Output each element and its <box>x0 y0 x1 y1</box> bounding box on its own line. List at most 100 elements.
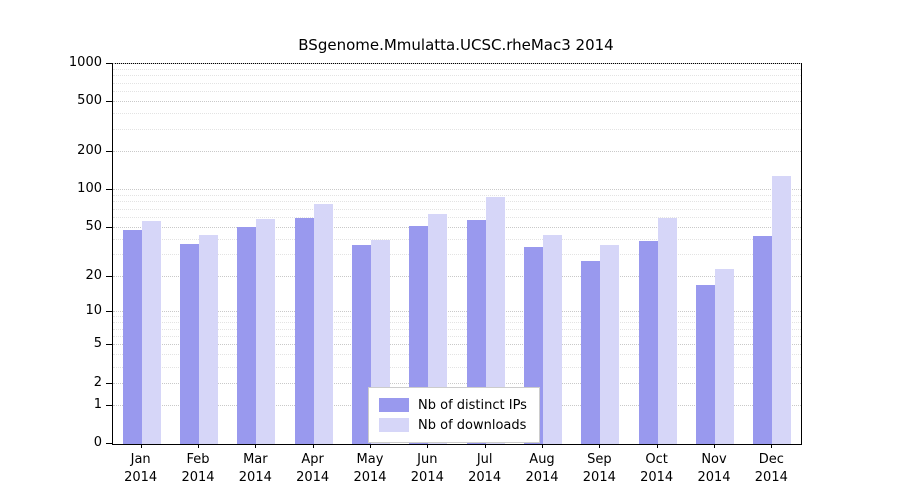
gridline <box>113 113 801 115</box>
gridline <box>113 82 801 84</box>
gridline <box>113 151 801 153</box>
bar-distinct-ips-oct <box>638 241 658 444</box>
bar-downloads-mar <box>256 218 276 444</box>
bar-downloads-dec <box>772 175 792 444</box>
x-tick-label-feb: Feb 2014 <box>181 452 215 485</box>
x-tick-label-oct: Oct 2014 <box>640 452 674 485</box>
y-tick-label: 0 <box>93 435 102 450</box>
gridline <box>113 238 801 240</box>
y-tick-mark <box>106 189 112 191</box>
gridline <box>113 316 801 318</box>
y-tick-label: 1 <box>93 396 102 412</box>
gridline <box>113 275 801 277</box>
x-tick-label-apr: Apr 2014 <box>296 452 330 485</box>
gridline <box>113 75 801 77</box>
gridline <box>113 68 801 70</box>
gridline <box>113 63 801 64</box>
x-tick-mark <box>484 444 486 448</box>
gridline <box>113 101 801 103</box>
legend: Nb of distinct IPs Nb of downloads <box>368 387 540 443</box>
bar-downloads-apr <box>313 203 333 444</box>
bar-distinct-ips-may <box>352 245 371 444</box>
x-tick-label-aug: Aug 2014 <box>525 452 559 485</box>
gridline <box>113 366 801 368</box>
x-tick-label-dec: Dec 2014 <box>754 452 788 485</box>
x-tick-mark <box>656 444 658 448</box>
bar-distinct-ips-jan <box>122 229 142 444</box>
x-tick-mark <box>427 444 429 448</box>
gridline <box>113 189 801 191</box>
x-tick-label-sep: Sep 2014 <box>582 452 616 485</box>
y-tick-label: 10 <box>85 303 102 319</box>
bar-downloads-jun <box>428 213 448 444</box>
gridline <box>113 382 801 384</box>
y-tick-mark <box>106 443 112 444</box>
bar-distinct-ips-feb <box>180 243 199 444</box>
gridline <box>113 194 801 196</box>
bar-downloads-oct <box>657 217 677 444</box>
gridline <box>113 354 801 356</box>
x-tick-label-jun: Jun 2014 <box>410 452 444 485</box>
x-tick-mark <box>255 444 257 448</box>
x-tick-label-jul: Jul 2014 <box>468 452 502 485</box>
x-tick-mark <box>599 444 601 448</box>
x-tick-label-mar: Mar 2014 <box>238 452 272 485</box>
legend-label-distinct-ips: Nb of distinct IPs <box>418 397 527 413</box>
legend-item-distinct-ips: Nb of distinct IPs <box>379 395 527 415</box>
y-tick-mark <box>106 404 112 406</box>
legend-swatch-distinct-ips <box>379 398 409 412</box>
bar-distinct-ips-mar <box>237 226 257 444</box>
y-tick-label: 2 <box>93 374 102 390</box>
gridline <box>113 226 801 228</box>
gridline <box>113 91 801 93</box>
y-tick-label: 500 <box>77 93 102 109</box>
gridline <box>113 201 801 203</box>
gridline <box>113 328 801 330</box>
gridline <box>113 344 801 346</box>
y-tick-label: 50 <box>85 218 102 234</box>
bar-distinct-ips-dec <box>753 235 773 444</box>
y-tick-mark <box>106 226 112 228</box>
y-tick-label: 200 <box>77 143 102 159</box>
bar-distinct-ips-apr <box>294 217 314 444</box>
gridline <box>113 311 801 313</box>
plot-area: Nb of distinct IPs Nb of downloads <box>112 63 802 445</box>
x-tick-label-may: May 2014 <box>353 452 387 485</box>
chart-title: BSgenome.Mmulatta.UCSC.rheMac3 2014 <box>298 36 614 54</box>
legend-label-downloads: Nb of downloads <box>418 417 527 433</box>
gridline <box>113 129 801 131</box>
bar-downloads-aug <box>543 234 562 444</box>
x-tick-mark <box>140 444 142 448</box>
gridline <box>113 254 801 256</box>
y-tick-mark <box>106 344 112 346</box>
legend-swatch-downloads <box>379 418 409 432</box>
y-tick-mark <box>106 151 112 153</box>
bar-downloads-feb <box>199 234 218 444</box>
bar-downloads-jan <box>141 220 161 444</box>
legend-item-downloads: Nb of downloads <box>379 415 527 435</box>
x-tick-mark <box>771 444 773 448</box>
y-tick-label: 5 <box>93 336 102 352</box>
x-tick-mark <box>542 444 543 448</box>
bar-distinct-ips-sep <box>581 260 601 444</box>
x-tick-mark <box>370 444 371 448</box>
y-tick-mark <box>106 63 112 64</box>
x-tick-mark <box>198 444 199 448</box>
bar-downloads-nov <box>715 269 734 444</box>
gridline <box>113 216 801 218</box>
y-tick-mark <box>106 101 112 103</box>
gridline <box>113 335 801 337</box>
gridline <box>113 322 801 324</box>
y-tick-mark <box>106 275 112 277</box>
x-tick-label-jan: Jan 2014 <box>124 452 158 485</box>
x-tick-mark <box>312 444 314 448</box>
y-tick-label: 100 <box>77 181 102 197</box>
y-tick-mark <box>106 311 112 313</box>
gridline <box>113 208 801 210</box>
y-tick-label: 1000 <box>68 55 102 70</box>
x-tick-label-nov: Nov 2014 <box>697 452 731 485</box>
y-tick-mark <box>106 382 112 384</box>
y-tick-label: 20 <box>85 267 102 283</box>
bar-downloads-sep <box>600 245 620 444</box>
